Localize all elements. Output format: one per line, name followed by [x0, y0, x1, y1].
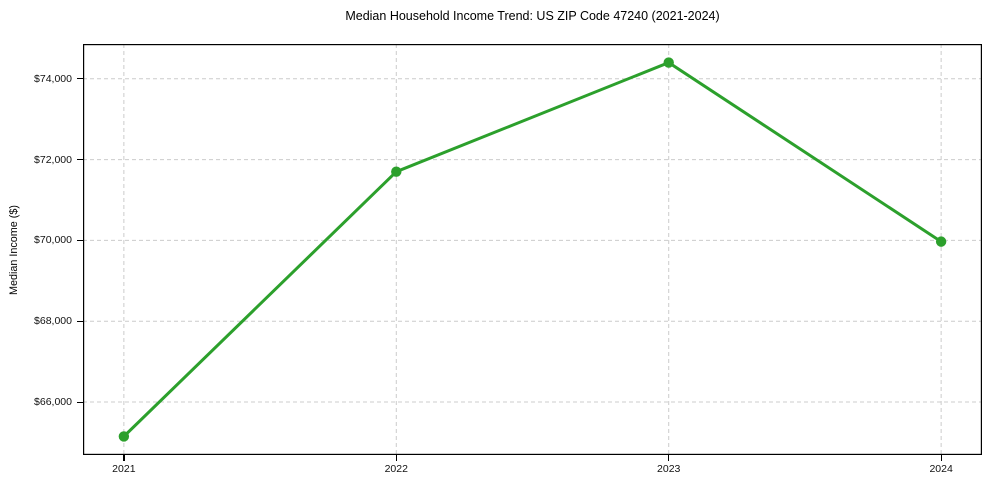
y-tick-label: $74,000 — [34, 72, 72, 85]
y-tick-mark — [77, 320, 83, 322]
line-chart-svg — [83, 44, 982, 455]
income-trend-line — [122, 60, 943, 438]
x-tick-label: 2022 — [384, 463, 408, 475]
x-tick-mark — [940, 455, 942, 461]
data-point-marker — [391, 166, 402, 177]
y-tick-mark — [77, 401, 83, 403]
axes-frame — [83, 44, 982, 455]
plot-area — [83, 44, 982, 455]
y-tick-label: $68,000 — [34, 315, 72, 328]
y-tick-mark — [77, 78, 83, 80]
y-tick-label: $72,000 — [34, 153, 72, 166]
x-tick-mark — [395, 455, 397, 461]
x-tick-mark — [668, 455, 670, 461]
x-tick-label: 2023 — [657, 463, 681, 475]
x-tick-label: 2024 — [929, 463, 953, 475]
y-tick-label: $70,000 — [34, 234, 72, 247]
chart-title: Median Household Income Trend: US ZIP Co… — [345, 9, 720, 23]
y-tick-label: $66,000 — [34, 396, 72, 409]
y-axis-label: Median Income ($) — [8, 204, 20, 296]
data-point-marker — [935, 236, 947, 247]
data-point-marker — [663, 57, 674, 68]
x-tick-label: 2021 — [112, 463, 136, 475]
x-tick-mark — [123, 455, 125, 461]
y-tick-mark — [77, 239, 83, 242]
data-point-marker — [118, 431, 130, 442]
y-tick-mark — [77, 159, 83, 161]
